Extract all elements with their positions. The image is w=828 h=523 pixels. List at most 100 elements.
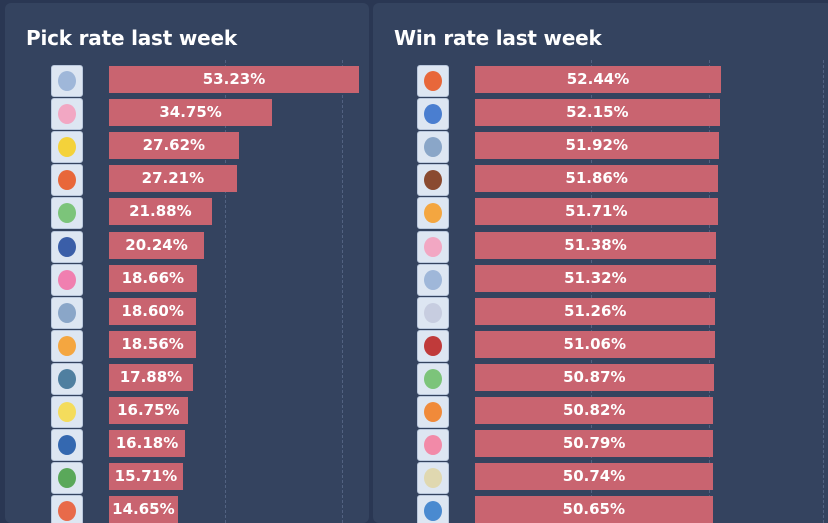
- bar: [109, 297, 197, 325]
- pokemon-avatar: [417, 396, 449, 428]
- pokemon-avatar: [417, 164, 449, 197]
- win-rate-title: Win rate last week: [394, 26, 602, 50]
- pokemon-icon: [58, 170, 76, 191]
- bar-value-label: 50.74%: [562, 467, 626, 486]
- bar-value-label: 21.88%: [129, 202, 192, 221]
- grid-line: [823, 60, 824, 523]
- bar-row: 27.62%: [5, 131, 369, 164]
- pokemon-icon: [58, 302, 76, 323]
- bar: [475, 363, 714, 391]
- bar: [475, 397, 714, 424]
- pokemon-avatar: [51, 396, 83, 428]
- pokemon-avatar: [417, 230, 449, 263]
- bar: [109, 165, 237, 193]
- bar-value-label: 27.21%: [141, 169, 205, 188]
- bar-value-label: 53.23%: [202, 70, 266, 88]
- pokemon-avatar: [417, 362, 449, 395]
- bar: [475, 165, 719, 193]
- bar-value-label: 34.75%: [159, 103, 222, 122]
- bar-row: 50.79%: [373, 429, 828, 462]
- bar-row: 53.23%: [5, 65, 369, 97]
- bar-row: 52.44%: [373, 65, 828, 97]
- bar-value-label: 52.44%: [566, 70, 630, 88]
- bar-row: 51.32%: [373, 263, 828, 296]
- pokemon-avatar: [51, 462, 83, 495]
- pokemon-icon: [424, 368, 442, 389]
- pokemon-icon: [58, 236, 76, 257]
- pokemon-icon: [424, 137, 442, 158]
- bar: [475, 132, 719, 160]
- pokemon-icon: [424, 335, 442, 356]
- pokemon-icon: [58, 137, 76, 158]
- pick-rate-title: Pick rate last week: [26, 26, 237, 50]
- pokemon-avatar: [417, 462, 449, 495]
- bar-row: 20.24%: [5, 230, 369, 263]
- pokemon-avatar: [417, 329, 449, 362]
- bar-value-label: 51.32%: [564, 268, 627, 287]
- pokemon-avatar: [417, 263, 449, 296]
- bar-value-label: 52.15%: [566, 103, 629, 122]
- bar: [109, 264, 197, 292]
- bar-value-label: 14.65%: [112, 500, 175, 519]
- bar-value-label: 50.82%: [562, 401, 626, 419]
- bar-row: 15.71%: [5, 462, 369, 495]
- pokemon-avatar: [51, 329, 83, 362]
- pokemon-icon: [58, 368, 76, 389]
- bar-row: 14.65%: [5, 495, 369, 523]
- pokemon-avatar: [417, 65, 449, 97]
- pokemon-icon: [424, 269, 442, 290]
- bar: [475, 231, 717, 259]
- bar: [109, 397, 188, 424]
- bar: [109, 198, 212, 226]
- pokemon-icon: [58, 104, 76, 125]
- bar-row: 18.56%: [5, 329, 369, 362]
- pokemon-icon: [424, 468, 442, 489]
- pokemon-avatar: [51, 296, 83, 329]
- bar-row: 16.75%: [5, 396, 369, 428]
- bar: [475, 66, 721, 93]
- pokemon-icon: [424, 302, 442, 323]
- pokemon-avatar: [417, 197, 449, 230]
- bar-row: 51.71%: [373, 197, 828, 230]
- bar-value-label: 20.24%: [125, 235, 188, 254]
- bar-value-label: 51.26%: [563, 301, 627, 320]
- bar-row: 51.26%: [373, 296, 828, 329]
- pokemon-avatar: [417, 429, 449, 462]
- pick-rate-panel: Pick rate last week 53.23% 34.75% 27.62% 27…: [5, 3, 369, 523]
- pokemon-icon: [424, 435, 442, 456]
- bar-value-label: 27.62%: [142, 136, 206, 155]
- bar: [109, 231, 205, 259]
- bar-row: 50.87%: [373, 362, 828, 395]
- pokemon-avatar: [51, 263, 83, 296]
- bar: [475, 99, 720, 127]
- bar-value-label: 15.71%: [114, 467, 178, 486]
- pokemon-icon: [58, 203, 76, 224]
- pokemon-icon: [58, 269, 76, 290]
- bar: [109, 330, 197, 358]
- bar-row: 18.66%: [5, 263, 369, 296]
- bar: [109, 132, 239, 160]
- bar: [475, 198, 718, 226]
- pokemon-avatar: [51, 164, 83, 197]
- bar-row: 17.88%: [5, 362, 369, 395]
- bar-row: 51.38%: [373, 230, 828, 263]
- bar-row: 52.15%: [373, 98, 828, 131]
- pokemon-avatar: [51, 131, 83, 164]
- bar: [475, 297, 716, 325]
- pokemon-icon: [58, 501, 76, 522]
- bar-value-label: 16.75%: [117, 401, 180, 419]
- pokemon-avatar: [51, 230, 83, 263]
- bar-value-label: 51.92%: [565, 136, 629, 155]
- bar-row: 50.74%: [373, 462, 828, 495]
- pokemon-avatar: [51, 495, 83, 523]
- bar-row: 18.60%: [5, 296, 369, 329]
- bar: [475, 463, 714, 491]
- pokemon-avatar: [417, 131, 449, 164]
- grid-line: [342, 60, 343, 523]
- bar: [109, 430, 185, 458]
- pokemon-avatar: [417, 98, 449, 131]
- bar-value-label: 51.06%: [563, 334, 626, 353]
- pokemon-icon: [424, 71, 442, 91]
- pokemon-avatar: [417, 296, 449, 329]
- pokemon-icon: [424, 203, 442, 224]
